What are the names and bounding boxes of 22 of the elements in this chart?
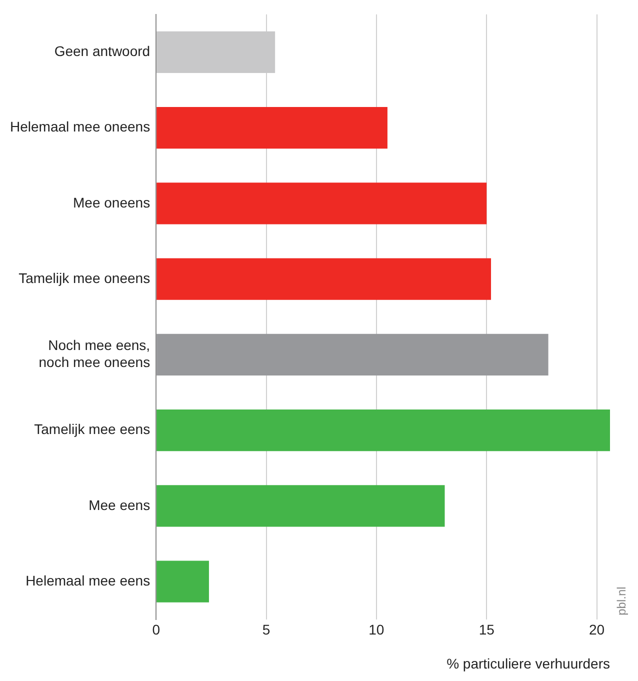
- bar: [156, 182, 487, 224]
- y-tick-label: Mee oneens: [73, 194, 150, 210]
- x-tick-label: 10: [368, 622, 384, 638]
- bar: [156, 107, 388, 149]
- text: pbl.nl: [614, 586, 628, 616]
- y-tick-label: Geen antwoord: [54, 43, 150, 60]
- x-axis-title: % particuliere verhuurders: [446, 655, 610, 672]
- x-tick-label: 5: [262, 622, 270, 638]
- x-tick-label: 15: [478, 622, 495, 638]
- y-tick-label: Helemaal mee oneens: [10, 118, 150, 135]
- y-tick-label: Mee eens: [88, 496, 150, 513]
- y-tick-label: Tamelijk mee oneens: [18, 270, 150, 286]
- x-tick-label: 20: [588, 622, 605, 638]
- bar: [156, 560, 209, 602]
- bar: [156, 334, 548, 376]
- bar: [156, 258, 492, 300]
- x-tick-label: 0: [152, 622, 160, 638]
- bar: [156, 410, 610, 452]
- y-tick-label: Helemaal mee eens: [26, 572, 150, 588]
- y-tick-label: Tamelijk mee eens: [34, 421, 150, 438]
- bar: [156, 485, 445, 527]
- y-tick-label: Noch mee eens, noch mee oneens: [38, 337, 150, 370]
